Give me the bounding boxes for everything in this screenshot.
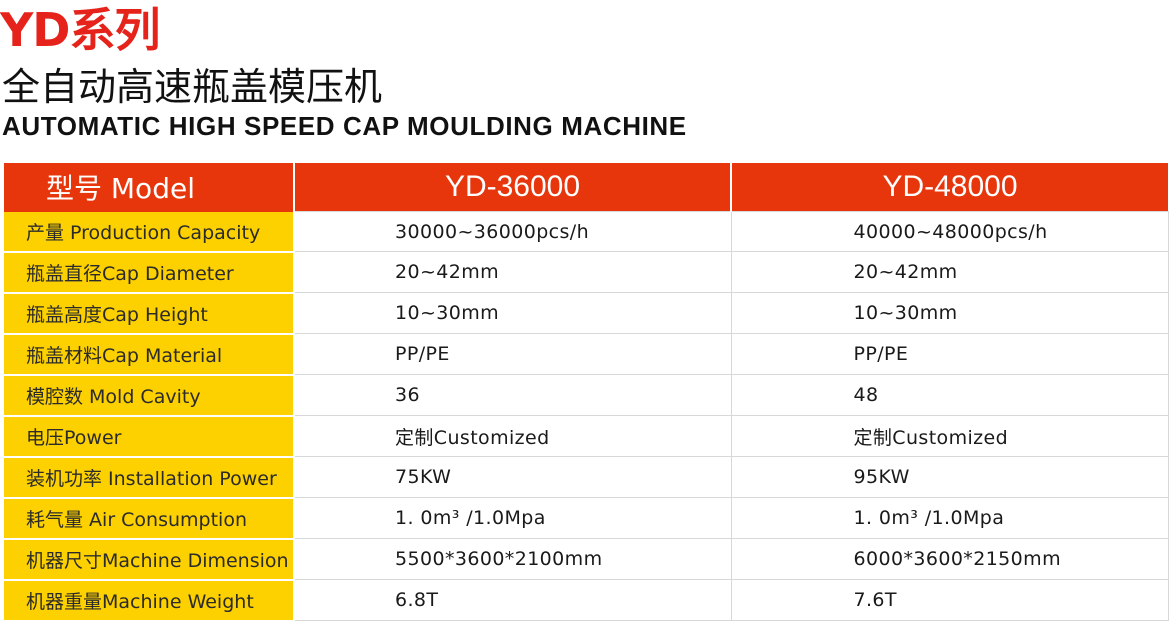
header-model-yd48000: YD-48000 (731, 163, 1168, 212)
table-row: 瓶盖高度Cap Height 10~30mm 10~30mm (4, 292, 1169, 335)
cell-yd48000: 7.6T (730, 579, 1169, 621)
chinese-product-title: 全自动高速瓶盖模压机 (2, 65, 383, 109)
cell-yd48000: 1. 0m³ /1.0Mpa (730, 497, 1169, 539)
table-header-row: 型号 Model YD-36000 YD-48000 (4, 163, 1168, 212)
cell-yd36000: 75KW (293, 456, 732, 498)
row-label: 电压Power (4, 415, 295, 458)
series-title: YD系列 (0, 3, 160, 57)
row-label: 装机功率 Installation Power (4, 456, 295, 499)
header-model-yd36000: YD-36000 (294, 163, 732, 212)
cell-yd36000: 10~30mm (293, 292, 732, 334)
cell-yd48000: 95KW (730, 456, 1169, 498)
row-label: 耗气量 Air Consumption (4, 497, 295, 540)
cell-yd36000: 36 (293, 374, 732, 416)
cell-yd48000: 6000*3600*2150mm (730, 538, 1169, 580)
table-row: 模腔数 Mold Cavity 36 48 (4, 374, 1169, 417)
header-model-label: 型号 Model (4, 163, 295, 212)
table-row: 电压Power 定制Customized 定制Customized (4, 415, 1169, 458)
table-row: 耗气量 Air Consumption 1. 0m³ /1.0Mpa 1. 0m… (4, 497, 1169, 540)
cell-yd48000: 40000~48000pcs/h (730, 211, 1169, 252)
cell-yd48000: 定制Customized (730, 415, 1169, 457)
row-label: 机器重量Machine Weight (4, 579, 295, 622)
table-row: 瓶盖直径Cap Diameter 20~42mm 20~42mm (4, 251, 1169, 294)
cell-yd36000: PP/PE (293, 333, 732, 375)
cell-yd48000: 10~30mm (730, 292, 1169, 334)
specification-table: 型号 Model YD-36000 YD-48000 产量 Production… (4, 163, 1169, 622)
row-label: 机器尺寸Machine Dimension (4, 538, 295, 581)
row-label: 产量 Production Capacity (4, 211, 295, 253)
cell-yd36000: 30000~36000pcs/h (293, 211, 732, 252)
table-row: 瓶盖材料Cap Material PP/PE PP/PE (4, 333, 1169, 376)
row-label: 瓶盖高度Cap Height (4, 292, 295, 335)
table-row: 装机功率 Installation Power 75KW 95KW (4, 456, 1169, 499)
english-product-title: AUTOMATIC HIGH SPEED CAP MOULDING MACHIN… (2, 111, 687, 141)
cell-yd36000: 20~42mm (293, 251, 732, 293)
table-row: 产量 Production Capacity 30000~36000pcs/h … (4, 211, 1169, 253)
cell-yd36000: 1. 0m³ /1.0Mpa (293, 497, 732, 539)
cell-yd36000: 定制Customized (293, 415, 732, 457)
table-row: 机器重量Machine Weight 6.8T 7.6T (4, 579, 1169, 622)
cell-yd48000: 48 (730, 374, 1169, 416)
row-label: 瓶盖直径Cap Diameter (4, 251, 295, 294)
cell-yd36000: 5500*3600*2100mm (293, 538, 732, 580)
cell-yd36000: 6.8T (293, 579, 732, 621)
row-label: 模腔数 Mold Cavity (4, 374, 295, 417)
cell-yd48000: PP/PE (730, 333, 1169, 375)
cell-yd48000: 20~42mm (730, 251, 1169, 293)
table-row: 机器尺寸Machine Dimension 5500*3600*2100mm 6… (4, 538, 1169, 581)
row-label: 瓶盖材料Cap Material (4, 333, 295, 376)
